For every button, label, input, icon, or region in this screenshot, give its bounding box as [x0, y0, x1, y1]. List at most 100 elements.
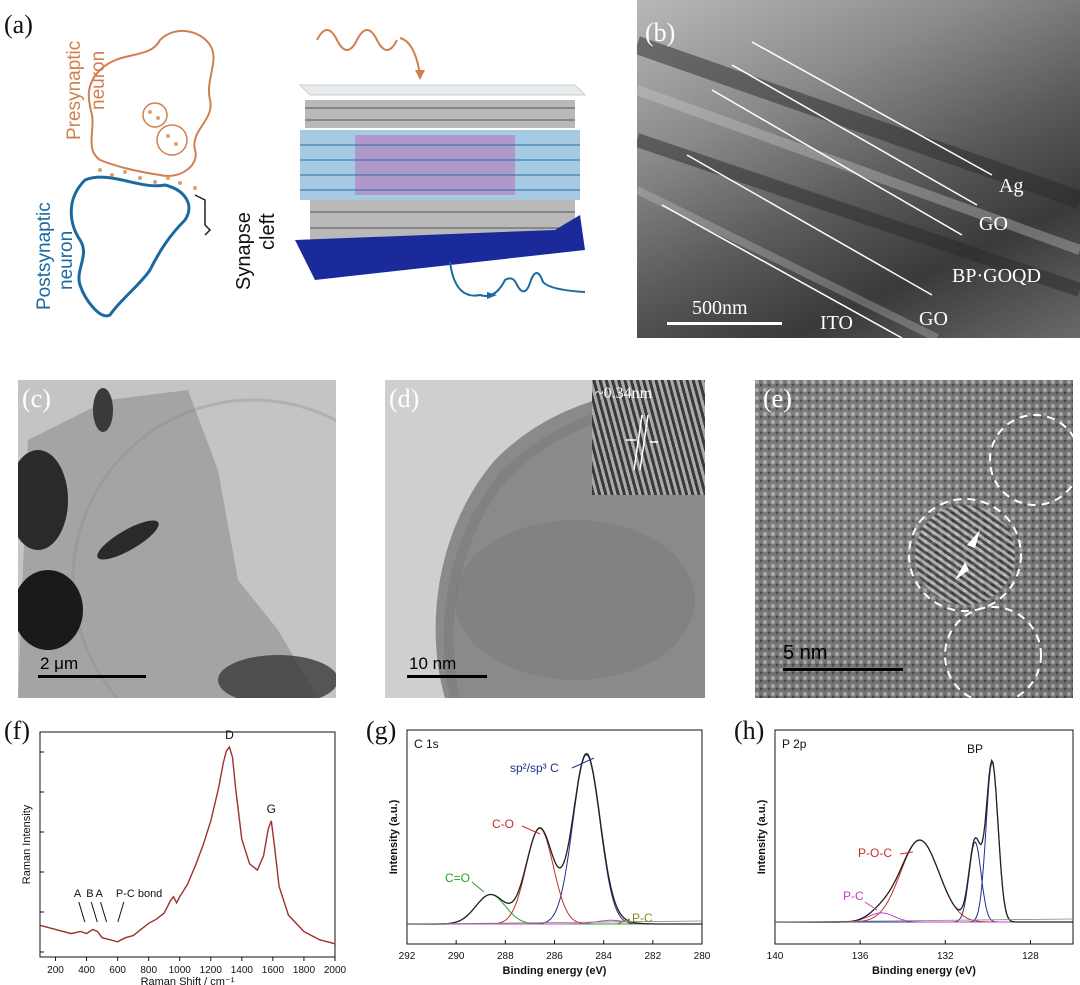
scale-bar-d [407, 675, 487, 678]
layer-label-bp-goqd: BP·GOQD [952, 265, 1041, 287]
peak-label-c-o: C-O [492, 817, 514, 831]
x-tick-label: 128 [1022, 951, 1039, 962]
synapse-bracket [194, 194, 212, 236]
mode-annotation: B [86, 888, 93, 900]
x-tick-label: 600 [109, 965, 126, 976]
scale-text-d: 10 nm [409, 654, 457, 673]
panel-label-e: (e) [763, 384, 792, 413]
x-axis-label: Binding energy (eV) [503, 965, 607, 977]
synapse-text-1: Synapse [233, 212, 255, 290]
layer-label-ito: ITO [820, 312, 853, 334]
go-layer-top [305, 100, 575, 128]
envelope-line [407, 752, 702, 925]
hrtem-inset: ~0.34nm [592, 380, 705, 495]
vesicle [156, 124, 188, 156]
panel-label-a: (a) [4, 10, 33, 39]
presynaptic-text-2: neuron [88, 51, 109, 110]
plot-frame [39, 731, 336, 958]
panel-label-h: (h) [734, 716, 765, 745]
x-tick-label: 280 [694, 951, 710, 962]
inset-spacing-label: ~0.34nm [595, 385, 653, 402]
raman-chart: 200 400 600 800 1000 1200 1400 1600 1800 2000 Rama… [21, 728, 347, 985]
peak-label-p-c: P-C [843, 889, 864, 903]
scale-bar-b [667, 322, 782, 325]
panel-label-b: (b) [645, 18, 676, 47]
layer-label-ag: Ag [999, 175, 1024, 197]
panel-h: (h) 140 136 132 128 Binding energy (eV) Inten… [730, 712, 1080, 985]
x-tick-label: 400 [78, 965, 95, 976]
layer-label-go-top: GO [979, 213, 1008, 235]
x-tick-label: 200 [47, 965, 64, 976]
panel-label-d: (d) [389, 384, 420, 413]
scale-text-e: 5 nm [783, 642, 828, 664]
corner-label: P 2p [782, 737, 807, 751]
x-tick-label: 1400 [231, 965, 254, 976]
annotation-arrow [117, 901, 125, 923]
raman-series-line [39, 745, 336, 945]
fringe-arrow [955, 562, 969, 580]
postsynaptic-text-2: neuron [56, 231, 77, 290]
input-wave [316, 29, 398, 51]
x-tick-label: 290 [448, 951, 465, 962]
panel-f: (f) 200 400 600 800 1000 1200 1400 1600 1800 2000… [0, 712, 350, 985]
peak-arrow [616, 918, 631, 925]
baseline [774, 918, 1074, 923]
mode-annotation: P-C bond [116, 888, 162, 900]
peak-label-g: G [267, 802, 276, 816]
postsynaptic-text-1: Postsynaptic [34, 202, 55, 310]
component-line [407, 894, 702, 925]
neuron-illustration: Presynaptic neuron Postsynaptic neuron S… [34, 29, 279, 318]
peak-label-c-eq-o: C=O [445, 871, 470, 885]
x-tick-label: 140 [767, 951, 784, 962]
x-axis-label: Binding energy (eV) [872, 965, 976, 977]
peak-label-p-c: P-C [632, 911, 653, 925]
mode-annotation: A [74, 888, 82, 900]
peak-arrow [571, 757, 595, 769]
panel-label-g: (g) [366, 716, 397, 745]
x-tick-label: 1800 [293, 965, 316, 976]
corner-label: C 1s [414, 737, 439, 751]
peak-label-sp2-sp3: sp²/sp³ C [510, 761, 559, 775]
peak-arrow [864, 901, 878, 911]
ito-substrate [295, 215, 585, 280]
scale-bar-e [783, 668, 903, 671]
peak-label-bp: BP [967, 742, 983, 756]
panel-d-hrtem-image: ~0.34nm (d) 10 nm [385, 380, 705, 698]
x-axis-label: Raman Shift / cm⁻¹ [141, 976, 235, 985]
scale-text-b: 500nm [692, 297, 748, 319]
peak-arrow [471, 881, 485, 893]
x-tick-label: 292 [399, 951, 416, 962]
panel-label-f: (f) [4, 716, 30, 745]
x-tick-label: 132 [937, 951, 954, 962]
panel-e-hrtem-image: (e) 5 nm [755, 380, 1073, 698]
component-line [407, 754, 702, 925]
c1s-xps-chart: 292 290 288 286 284 282 280 Binding energy (eV)… [388, 729, 710, 977]
qd-circle [944, 606, 1042, 698]
panel-label-c: (c) [22, 384, 51, 413]
synapse-text-2: cleft [257, 213, 279, 250]
x-tick-label: 1600 [262, 965, 285, 976]
x-tick-label: 1200 [200, 965, 223, 976]
input-arrow [399, 37, 421, 76]
x-tick-label: 1000 [169, 965, 192, 976]
peak-arrow [521, 825, 541, 835]
annotation-arrow [100, 901, 108, 923]
peak-label-p-o-c: P-O-C [858, 846, 892, 860]
postsynaptic-neuron-outline [69, 175, 191, 318]
x-tick-label: 136 [852, 951, 869, 962]
annotation-arrow [78, 901, 86, 923]
presynaptic-neuron-outline [87, 29, 215, 177]
x-tick-label: 288 [497, 951, 514, 962]
y-axis-label: Intensity (a.u.) [756, 799, 768, 874]
y-axis-label: Intensity (a.u.) [388, 799, 400, 874]
peak-arrow [899, 851, 914, 855]
scale-text-c: 2 μm [40, 654, 79, 673]
bp-goqd-layer [300, 130, 580, 200]
output-wave [449, 261, 586, 297]
panel-c-tem-image: (c) 2 μm [18, 380, 336, 698]
qd-circle [989, 414, 1073, 506]
qd-circle [908, 498, 1022, 612]
component-line [775, 839, 1073, 923]
layer-label-go-bottom: GO [919, 308, 948, 330]
baseline [406, 920, 703, 925]
